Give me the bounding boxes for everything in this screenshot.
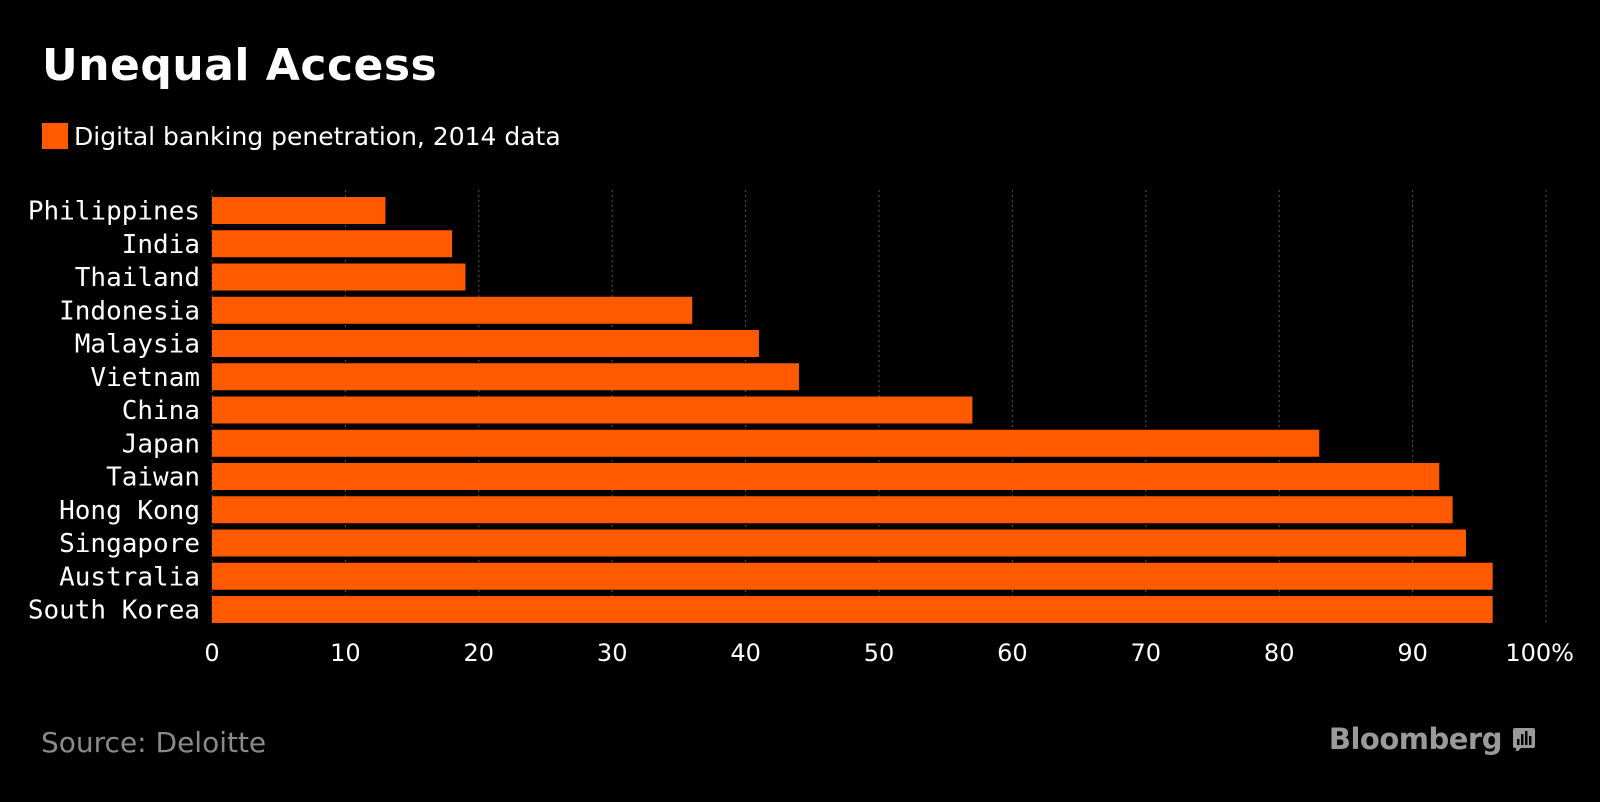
bar [212, 263, 466, 291]
bar [212, 562, 1493, 590]
category-label: India [122, 230, 200, 260]
x-tick-label: 10 [330, 639, 361, 667]
x-axis-ticks: 0 10 20 30 40 50 60 70 80 90 100% [204, 639, 1574, 667]
bar [212, 296, 693, 324]
bar [212, 230, 453, 258]
category-label: Hong Kong [59, 496, 200, 526]
x-tick-label: 0 [204, 639, 219, 667]
chart-title: Unequal Access [42, 40, 438, 91]
bar [212, 396, 973, 424]
category-label: Philippines [28, 197, 200, 227]
category-label: Thailand [75, 263, 200, 293]
bar [212, 463, 1440, 490]
x-tick-label: 80 [1264, 639, 1295, 667]
bar [212, 363, 799, 391]
legend-swatch [42, 123, 68, 149]
category-label: Malaysia [75, 330, 200, 360]
category-label: Australia [59, 562, 200, 592]
legend-label: Digital banking penetration, 2014 data [74, 121, 561, 151]
category-label: China [122, 396, 200, 426]
brand-name: Bloomberg [1328, 722, 1503, 756]
bar [212, 197, 386, 224]
brand-logo: Bloomberg [1329, 722, 1536, 756]
bars [212, 197, 1493, 623]
category-label: Indonesia [59, 296, 200, 326]
bloomberg-chart-icon [1513, 728, 1535, 751]
legend: Digital banking penetration, 2014 data [42, 121, 561, 151]
bar [212, 529, 1466, 557]
x-tick-label: 40 [730, 639, 761, 667]
bar [212, 429, 1320, 457]
x-tick-label: 60 [997, 639, 1028, 667]
bar [212, 330, 759, 357]
category-label: South Korea [28, 596, 200, 626]
category-label: Taiwan [106, 463, 200, 493]
x-tick-label: 100% [1505, 639, 1574, 667]
bar [212, 496, 1453, 524]
source-note: Source: Deloitte [41, 726, 267, 759]
category-label: Japan [122, 429, 200, 459]
category-label: Singapore [59, 529, 200, 559]
x-tick-label: 50 [864, 639, 895, 667]
bar [212, 596, 1493, 623]
category-label: Vietnam [90, 363, 200, 393]
x-tick-label: 70 [1131, 639, 1162, 667]
x-tick-label: 20 [464, 639, 495, 667]
x-tick-label: 90 [1397, 639, 1428, 667]
x-tick-label: 30 [597, 639, 628, 667]
